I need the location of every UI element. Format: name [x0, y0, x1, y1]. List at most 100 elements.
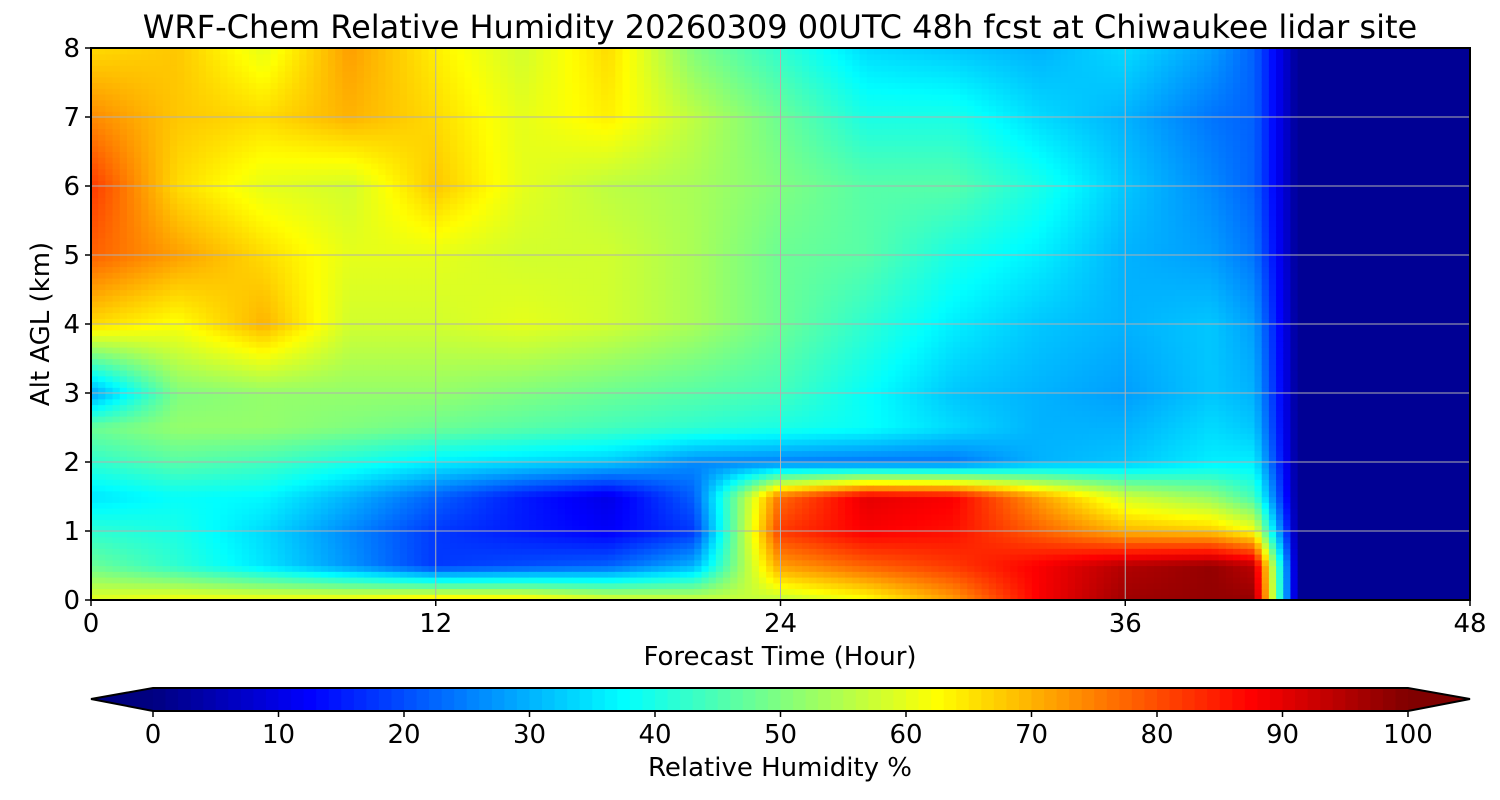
heatmap-cell [450, 163, 458, 170]
heatmap-cell [198, 65, 207, 72]
heatmap-cell [442, 289, 451, 296]
heatmap-cell [177, 226, 185, 233]
heatmap-cell [126, 364, 135, 371]
heatmap-cell [292, 450, 300, 457]
heatmap-cell [299, 174, 308, 181]
heatmap-cell [234, 243, 243, 250]
heatmap-cell [256, 381, 264, 388]
heatmap-cell [270, 53, 279, 61]
heatmap-cell [313, 157, 322, 164]
heatmap-cell [292, 462, 300, 469]
heatmap-cell [450, 542, 458, 549]
heatmap-cell [428, 283, 437, 291]
heatmap-cell [162, 329, 171, 337]
heatmap-cell [335, 186, 343, 193]
heatmap-cell [205, 226, 214, 233]
heatmap-cell [134, 266, 142, 273]
heatmap-cell [126, 525, 135, 532]
heatmap-cell [249, 364, 257, 371]
heatmap-cell [450, 352, 458, 360]
heatmap-cell [119, 59, 128, 66]
heatmap-cell [299, 559, 308, 567]
heatmap-cell [148, 364, 157, 371]
heatmap-cell [335, 565, 343, 572]
heatmap-cell [234, 571, 243, 578]
heatmap-cell [184, 588, 193, 595]
heatmap-cell [442, 352, 451, 360]
heatmap-cell [320, 513, 329, 521]
heatmap-cell [292, 519, 300, 526]
heatmap-cell [170, 358, 178, 365]
heatmap-cell [205, 174, 214, 181]
heatmap-cell [450, 456, 458, 463]
heatmap-cell [442, 347, 451, 354]
heatmap-cell [356, 76, 365, 84]
heatmap-cell [249, 266, 257, 273]
heatmap-cell [349, 536, 358, 544]
heatmap-cell [284, 289, 293, 296]
heatmap-cell [277, 128, 286, 135]
heatmap-cell [170, 462, 178, 469]
heatmap-cell [442, 226, 451, 233]
heatmap-cell [227, 249, 236, 256]
heatmap-cell [170, 398, 178, 406]
heatmap-cell [428, 398, 437, 406]
heatmap-cell [184, 65, 193, 72]
heatmap-cell [141, 174, 150, 181]
heatmap-cell [320, 48, 329, 55]
heatmap-cell [385, 157, 394, 164]
heatmap-cell [91, 462, 99, 469]
heatmap-cell [284, 88, 293, 95]
heatmap-cell [263, 404, 272, 411]
heatmap-cell [227, 536, 236, 544]
heatmap-cell [421, 559, 430, 567]
heatmap-cell [292, 456, 300, 463]
heatmap-cell [407, 232, 415, 239]
heatmap-cell [249, 439, 257, 446]
heatmap-cell [241, 243, 250, 250]
heatmap-cell [98, 398, 106, 406]
heatmap-cell [119, 519, 128, 526]
heatmap-cell [378, 76, 387, 84]
heatmap-cell [256, 416, 264, 423]
heatmap-cell [249, 525, 257, 532]
heatmap-cell [435, 565, 444, 572]
heatmap-cell [126, 381, 135, 388]
heatmap-cell [421, 191, 430, 199]
heatmap-cell [170, 502, 178, 509]
heatmap-cell [184, 335, 193, 342]
heatmap-cell [184, 370, 193, 377]
heatmap-cell [91, 145, 99, 153]
heatmap-cell [220, 421, 229, 429]
heatmap-cell [177, 364, 185, 371]
heatmap-cell [428, 266, 437, 273]
heatmap-cell [119, 329, 128, 337]
heatmap-cell [134, 571, 142, 578]
heatmap-cell [155, 513, 164, 521]
heatmap-cell [213, 525, 221, 532]
heatmap-cell [378, 375, 387, 383]
heatmap-cell [162, 82, 171, 89]
heatmap-cell [292, 76, 300, 84]
heatmap-cell [435, 180, 444, 187]
heatmap-cell [284, 59, 293, 66]
heatmap-cell [177, 582, 185, 590]
heatmap-cell [170, 214, 178, 222]
heatmap-cell [184, 542, 193, 549]
heatmap-cell [241, 427, 250, 434]
heatmap-cell [313, 490, 322, 498]
heatmap-cell [306, 318, 315, 325]
heatmap-cell [457, 105, 466, 112]
heatmap-cell [227, 191, 236, 199]
heatmap-cell [141, 59, 150, 66]
heatmap-cell [292, 151, 300, 158]
heatmap-cell [292, 180, 300, 187]
heatmap-cell [342, 272, 351, 279]
heatmap-cell [234, 462, 243, 469]
heatmap-cell [277, 444, 286, 452]
heatmap-cell [284, 249, 293, 256]
heatmap-cell [155, 145, 164, 153]
heatmap-cell [263, 358, 272, 365]
heatmap-cell [299, 312, 308, 319]
heatmap-cell [141, 255, 150, 262]
